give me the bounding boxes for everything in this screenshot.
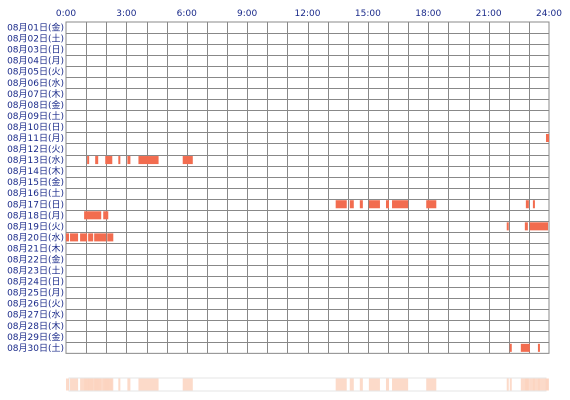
activity-bar [118, 156, 121, 165]
day-row-label: 08月04日(月) [7, 56, 64, 67]
grid-layer [65, 21, 550, 354]
activity-bar [94, 233, 107, 242]
summary-bar [107, 378, 114, 391]
activity-bar [385, 200, 390, 209]
activity-bar [80, 233, 88, 242]
activity-bar [138, 156, 159, 165]
summary-bar [138, 378, 159, 391]
summary-bar [509, 378, 512, 391]
activity-bar [426, 200, 437, 209]
hour-tick-label: 21:00 [476, 9, 502, 19]
summary-bar [392, 378, 409, 391]
day-row-label: 08月30日(土) [7, 342, 64, 354]
day-row-label: 08月29日(金) [7, 331, 64, 343]
summary-bar [118, 378, 121, 391]
hour-tick-label: 18:00 [415, 9, 441, 19]
activity-bar [525, 200, 529, 209]
day-row-label: 08月19日(火) [7, 221, 64, 232]
activity-bar [182, 156, 193, 165]
activity-bar [103, 211, 109, 220]
hour-tick-label: 0:00 [56, 9, 76, 19]
summary-strip [66, 377, 549, 392]
hour-axis: 0:00 3:00 6:00 9:00 12:00 15:00 18:00 21:00 24:0… [56, 9, 562, 19]
activity-bar [537, 343, 540, 352]
hour-tick-label: 3:00 [116, 9, 136, 19]
day-row-label: 08月12日(火) [7, 144, 64, 155]
activity-bar [349, 200, 354, 209]
plot-area [65, 21, 550, 354]
summary-bar [88, 378, 94, 391]
activity-bar [70, 233, 79, 242]
activity-bar [506, 222, 509, 231]
day-row-label: 08月13日(水) [7, 154, 64, 166]
activity-bar [524, 222, 528, 231]
summary-bar [335, 378, 347, 391]
activity-bar [392, 200, 409, 209]
activity-bar [107, 233, 114, 242]
hour-tick-label: 15:00 [355, 9, 381, 19]
day-row-label: 08月08日(金) [7, 99, 64, 111]
activity-bar [87, 156, 90, 165]
day-row-label: 08月10日(日) [7, 122, 64, 133]
summary-bar [426, 378, 437, 391]
activity-layer [66, 133, 549, 352]
activity-bar [95, 156, 99, 165]
activity-bar [532, 200, 535, 209]
day-axis: 08月01日(金)08月02日(土)08月03日(日)08月04日(月)08月0… [7, 22, 64, 354]
summary-bar [506, 378, 509, 391]
day-row-label: 08月02日(土) [7, 33, 64, 45]
day-row-label: 08月14日(木) [7, 165, 64, 177]
activity-bar [335, 200, 347, 209]
summary-bar [182, 378, 193, 391]
day-row-label: 08月27日(水) [7, 309, 64, 321]
activity-bar [127, 156, 131, 165]
day-row-label: 08月09日(土) [7, 110, 64, 122]
day-row-label: 08月16日(土) [7, 187, 64, 199]
activity-bar [368, 200, 380, 209]
day-row-label: 08月20日(水) [7, 231, 64, 243]
activity-bar [545, 133, 549, 142]
day-row-label: 08月11日(月) [7, 133, 64, 144]
day-row-label: 08月01日(金) [7, 22, 64, 34]
day-row-label: 08月03日(日) [7, 45, 64, 56]
day-row-label: 08月06日(水) [7, 77, 64, 89]
summary-bar [80, 378, 88, 391]
activity-bar [84, 211, 102, 220]
day-row-label: 08月22日(金) [7, 253, 64, 265]
summary-bar [385, 378, 390, 391]
hour-tick-label: 6:00 [177, 9, 197, 19]
day-row-label: 08月24日(日) [7, 277, 64, 288]
hour-tick-label: 9:00 [237, 9, 257, 19]
summary-bar [70, 378, 79, 391]
summary-bar [368, 378, 380, 391]
day-row-label: 08月15日(金) [7, 176, 64, 188]
activity-bar [105, 156, 113, 165]
summary-bar [66, 378, 70, 391]
summary-bar [349, 378, 354, 391]
activity-bar [66, 233, 70, 242]
activity-bar [359, 200, 363, 209]
hour-tick-label: 24:00 [536, 9, 562, 19]
day-row-label: 08月21日(木) [7, 242, 64, 254]
day-row-label: 08月26日(火) [7, 299, 64, 310]
summary-bar [537, 378, 540, 391]
hour-tick-label: 12:00 [295, 9, 321, 19]
day-row-label: 08月25日(月) [7, 288, 64, 299]
summary-bar [127, 378, 131, 391]
summary-bar [520, 378, 530, 391]
activity-bar [509, 343, 512, 352]
activity-bar [529, 222, 548, 231]
summary-bar [359, 378, 363, 391]
day-row-label: 08月18日(月) [7, 210, 64, 221]
day-row-label: 08月17日(日) [7, 199, 64, 210]
day-row-label: 08月07日(木) [7, 88, 64, 100]
day-row-label: 08月28日(木) [7, 320, 64, 332]
day-row-label: 08月05日(火) [7, 67, 64, 78]
summary-bar [94, 378, 107, 391]
activity-bar [520, 343, 530, 352]
day-row-label: 08月23日(土) [7, 265, 64, 277]
activity-bar [88, 233, 94, 242]
